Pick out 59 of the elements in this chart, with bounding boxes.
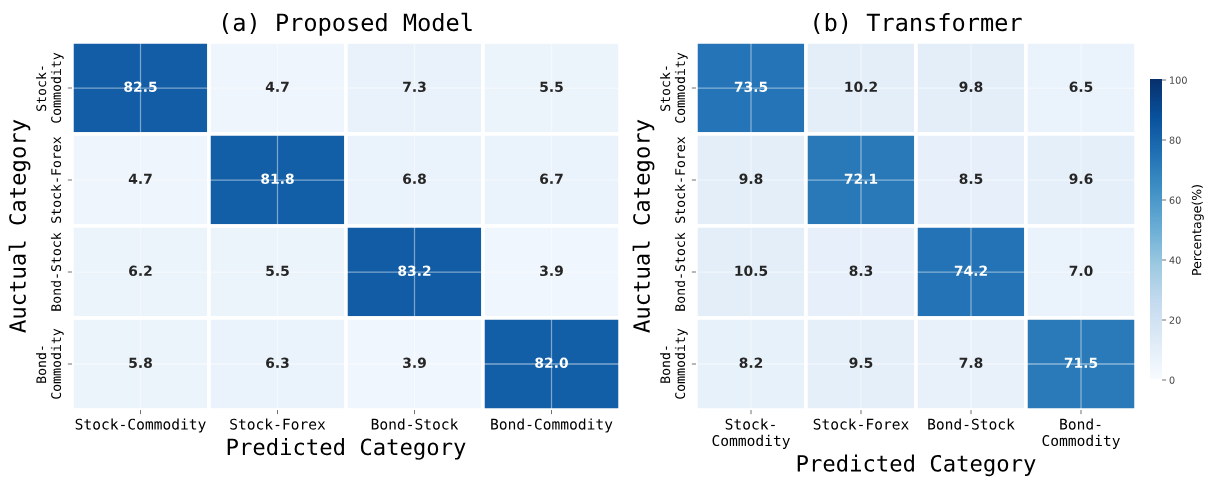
x-tick-label: Bond-Commodity xyxy=(491,418,613,433)
data-label: 3.9 xyxy=(540,265,563,277)
data-label: 5.5 xyxy=(266,265,289,277)
data-label: 9.6 xyxy=(1069,173,1093,185)
x-tick-label: Stock- Commodity xyxy=(712,418,790,449)
data-label: 71.5 xyxy=(1064,357,1098,369)
color-bar-label: 40 xyxy=(1169,256,1181,264)
data-label: 74.2 xyxy=(954,265,987,276)
data-label: 9.5 xyxy=(849,357,873,369)
data-label: 83.2 xyxy=(398,265,431,277)
chart-title: (b) Transformer xyxy=(814,12,1022,34)
y-tick-label: Bond-Stock xyxy=(674,232,686,311)
data-label: 82.0 xyxy=(535,357,568,369)
color-bar-label: 60 xyxy=(1169,196,1181,204)
x-tick-label: Stock-Forex xyxy=(813,418,909,430)
x-axis-title: Predicted Category xyxy=(797,454,1036,477)
data-label: 9.8 xyxy=(739,173,763,185)
data-label: 4.7 xyxy=(265,81,289,92)
y-tick-label: Bond-Stock xyxy=(50,232,62,311)
data-label: 10.5 xyxy=(735,265,768,277)
data-label: 6.8 xyxy=(403,173,426,185)
data-label: 9.8 xyxy=(959,81,983,93)
data-label: 8.3 xyxy=(849,265,873,277)
data-label: 7.0 xyxy=(1069,265,1093,277)
y-axis-title: Auctual Category xyxy=(632,119,655,333)
y-tick-label: Stock- Commodity xyxy=(660,52,688,123)
color-bar-label: 20 xyxy=(1169,316,1181,324)
data-label: 8.5 xyxy=(959,173,983,185)
color-bar-label: 0 xyxy=(1169,376,1175,384)
x-tick-label: Bond- Commodity xyxy=(1042,418,1120,449)
data-label: 73.5 xyxy=(734,81,768,93)
color-bar-title: Percentage(%) xyxy=(1191,185,1204,275)
y-tick-label: Stock- Commodity xyxy=(36,52,64,123)
data-label: 10.2 xyxy=(845,81,877,93)
data-label: 5.5 xyxy=(540,81,563,93)
data-label: 72.1 xyxy=(844,173,878,184)
data-label: 3.9 xyxy=(403,357,426,369)
y-tick-label: Stock-Forex xyxy=(674,136,686,223)
data-label: 82.5 xyxy=(124,81,157,93)
data-label: 4.7 xyxy=(128,173,152,184)
data-label: 81.8 xyxy=(261,173,294,185)
chart-title: (a) Proposed Model xyxy=(222,12,472,36)
y-tick-label: Stock-Forex xyxy=(50,136,62,223)
data-label: 7.3 xyxy=(403,81,426,93)
data-label: 6.3 xyxy=(266,357,289,369)
x-axis-title: Predicted Category xyxy=(227,438,466,460)
data-label: 7.8 xyxy=(959,357,983,369)
data-label: 8.2 xyxy=(739,357,763,369)
x-tick-label: Bond-Stock xyxy=(928,418,1015,430)
x-tick-label: Stock-Commodity xyxy=(75,418,206,433)
data-label: 6.5 xyxy=(1069,81,1093,93)
data-label: 5.8 xyxy=(129,357,152,369)
x-tick-label: Bond-Stock xyxy=(371,418,459,430)
color-bar-label: 100 xyxy=(1170,76,1187,84)
x-tick-label: Stock-Forex xyxy=(230,418,326,430)
color-bar-label: 80 xyxy=(1169,136,1181,144)
data-label: 6.2 xyxy=(129,265,152,277)
y-axis-title: Auctual Category xyxy=(8,119,31,333)
data-label: 6.7 xyxy=(540,173,563,185)
